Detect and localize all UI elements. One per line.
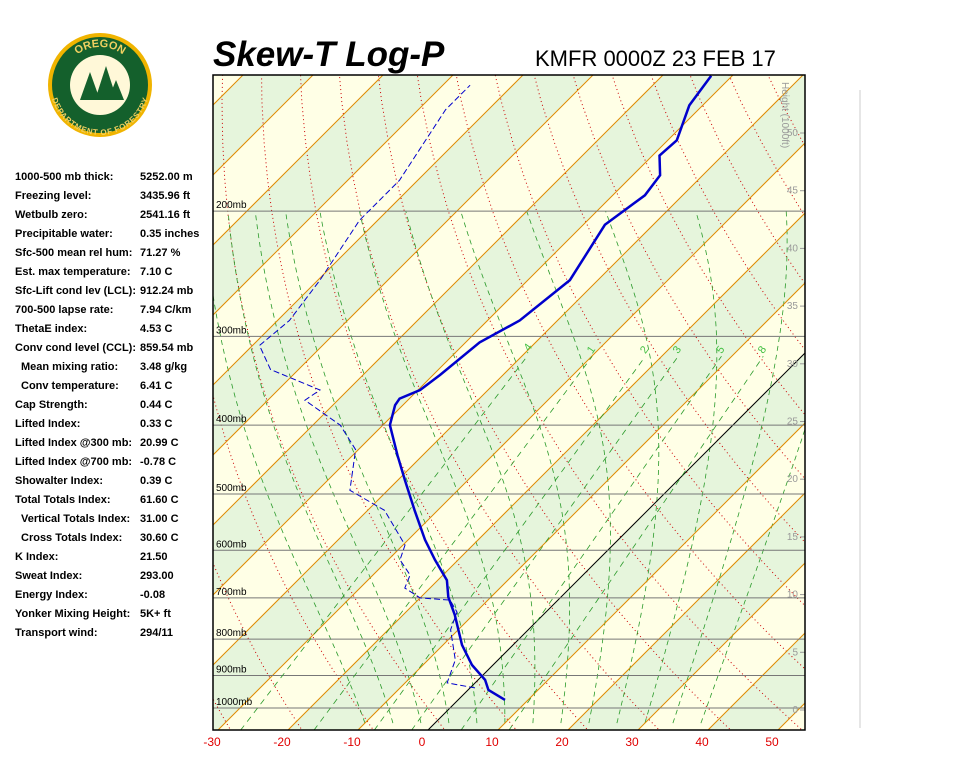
stat-value: -0.78 C: [140, 456, 176, 468]
x-tick-label: 20: [555, 735, 569, 749]
band: [848, 75, 960, 730]
x-tick-label: 0: [419, 735, 426, 749]
height-label: Height (1000ft): [779, 82, 790, 148]
stat-value: 0.33 C: [140, 418, 172, 430]
stat-label: K Index:: [15, 551, 58, 563]
height-tick-label: 15: [787, 532, 799, 543]
height-tick-label: 35: [787, 301, 799, 312]
height-tick-label: 30: [787, 359, 799, 370]
stat-label: Conv temperature:: [21, 380, 119, 392]
stat-value: 6.41 C: [140, 380, 172, 392]
stat-label: Conv cond level (CCL):: [15, 342, 136, 354]
stat-label: Est. max temperature:: [15, 266, 131, 278]
stat-label: ThetaE index:: [15, 323, 87, 335]
stat-label: Energy Index:: [15, 589, 88, 601]
dry-adiabat: [872, 54, 960, 732]
stat-value: 31.00 C: [140, 513, 179, 525]
stat-value: 2541.16 ft: [140, 209, 190, 221]
height-tick-label: 45: [787, 186, 799, 197]
stat-value: 71.27 %: [140, 247, 181, 259]
stat-label: Vertical Totals Index:: [21, 513, 130, 525]
stat-value: 294/11: [140, 627, 173, 639]
stat-value: 293.00: [140, 570, 174, 582]
y-tick-label: 300mb: [216, 325, 247, 336]
stat-value: 3.48 g/kg: [140, 361, 187, 373]
stat-label: Mean mixing ratio:: [21, 361, 118, 373]
height-tick-label: 0: [792, 705, 798, 716]
y-tick-label: 200mb: [216, 200, 247, 211]
stat-value: 0.44 C: [140, 399, 172, 411]
x-tick-label: 30: [625, 735, 639, 749]
stat-label: Sfc-500 mean rel hum:: [15, 247, 132, 259]
stat-value: 7.94 C/km: [140, 304, 192, 316]
stat-label: 700-500 lapse rate:: [15, 304, 113, 316]
stat-label: Sweat Index:: [15, 570, 82, 582]
y-tick-label: 600mb: [216, 539, 247, 550]
stat-value: -0.08: [140, 589, 165, 601]
y-tick-label: 900mb: [216, 664, 247, 675]
height-tick-label: 20: [787, 474, 799, 485]
x-tick-label: 10: [485, 735, 499, 749]
stat-value: 4.53 C: [140, 323, 172, 335]
stat-value: 21.50: [140, 551, 168, 563]
stat-value: 859.54 mb: [140, 342, 193, 354]
title: Skew-T Log-P: [213, 35, 445, 74]
x-tick-label: -20: [273, 735, 291, 749]
height-tick-label: 40: [787, 243, 799, 254]
stat-label: Cap Strength:: [15, 399, 88, 411]
stat-label: Freezing level:: [15, 190, 91, 202]
y-tick-label: 1000mb: [216, 697, 253, 708]
stat-value: 20.99 C: [140, 437, 179, 449]
stats: 1000-500 mb thick: 5252.00 m Freezing leve…: [15, 171, 199, 639]
dry-adiabat: [910, 54, 960, 732]
stat-value: 0.39 C: [140, 475, 172, 487]
logo: OREGON DEPARTMENT OF FORESTRY: [48, 33, 152, 137]
stat-label: 1000-500 mb thick:: [15, 171, 113, 183]
stat-value: 7.10 C: [140, 266, 172, 278]
x-tick-label: -10: [343, 735, 361, 749]
height-tick-label: 25: [787, 417, 799, 428]
stat-label: Lifted Index:: [15, 418, 80, 430]
stat-label: Total Totals Index:: [15, 494, 111, 506]
x-tick-label: 50: [765, 735, 779, 749]
x-tick-label: 40: [695, 735, 709, 749]
x-tick-label: -30: [203, 735, 221, 749]
subtitle: KMFR 0000Z 23 FEB 17: [535, 46, 776, 71]
stat-value: 0.35 inches: [140, 228, 199, 240]
y-tick-label: 400mb: [216, 414, 247, 425]
stat-label: Lifted Index @700 mb:: [15, 456, 132, 468]
height-tick-label: 5: [792, 647, 798, 658]
stat-label: Yonker Mixing Height:: [15, 608, 130, 620]
stat-label: Cross Totals Index:: [21, 532, 122, 544]
stat-label: Wetbulb zero:: [15, 209, 88, 221]
stat-value: 61.60 C: [140, 494, 179, 506]
dry-adiabat: [834, 54, 960, 732]
stat-label: Precipitable water:: [15, 228, 113, 240]
height-tick-label: 10: [787, 590, 799, 601]
stat-value: 30.60 C: [140, 532, 179, 544]
dry-adiabat: [796, 54, 960, 732]
dry-adiabat: [948, 54, 960, 732]
stat-value: 912.24 mb: [140, 285, 193, 297]
y-tick-label: 800mb: [216, 628, 247, 639]
stat-value: 5252.00 m: [140, 171, 193, 183]
y-tick-label: 700mb: [216, 587, 247, 598]
stat-label: Lifted Index @300 mb:: [15, 437, 132, 449]
stat-label: Transport wind:: [15, 627, 98, 639]
y-tick-label: 500mb: [216, 483, 247, 494]
stat-value: 5K+ ft: [140, 608, 171, 620]
stat-label: Showalter Index:: [15, 475, 103, 487]
stat-value: 3435.96 ft: [140, 190, 190, 202]
stat-label: Sfc-Lift cond lev (LCL):: [15, 285, 136, 297]
